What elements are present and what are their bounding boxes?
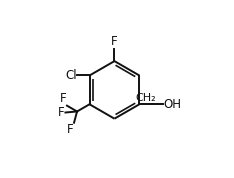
Text: CH₂: CH₂	[135, 93, 156, 103]
Text: Cl: Cl	[65, 69, 77, 82]
Text: OH: OH	[163, 98, 181, 111]
Text: F: F	[111, 35, 118, 48]
Text: F: F	[67, 123, 74, 136]
Text: F: F	[60, 92, 66, 105]
Text: F: F	[58, 106, 65, 119]
